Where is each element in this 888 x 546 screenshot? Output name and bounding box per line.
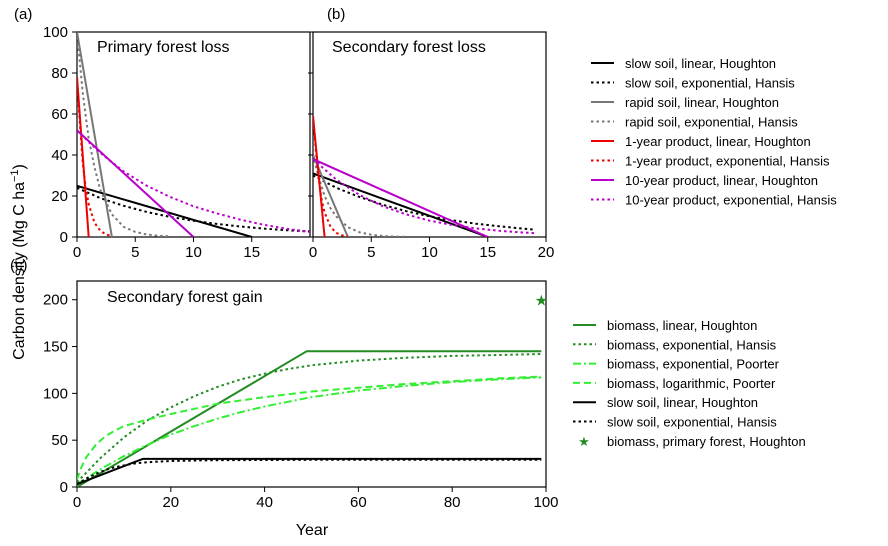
x-tick-label-b: 20 (538, 244, 555, 261)
legend-label: rapid soil, exponential, Hansis (625, 115, 798, 130)
panel-b-title: Secondary forest loss (332, 39, 486, 56)
panel-b: (b) Secondary forest loss 0 5 10 15 20 (308, 6, 554, 261)
x-tick-label-a: 15 (243, 244, 260, 261)
y-axis-label-end: ) (11, 164, 28, 169)
x-tick-label-b: 10 (421, 244, 438, 261)
series-line-1-year-product-exponential-hansis (77, 77, 113, 237)
x-tick-label-c: 100 (533, 494, 558, 511)
x-tick-label-c: 20 (162, 494, 179, 511)
y-tick-label-c: 50 (51, 432, 68, 449)
x-tick-label-c: 0 (73, 494, 81, 511)
series-line-biomass-exponential-hansis (77, 353, 542, 483)
legend-top: slow soil, linear, Houghton slow soil, ex… (591, 56, 837, 208)
x-tick-label-a: 10 (185, 244, 202, 261)
panel-a-title: Primary forest loss (97, 39, 229, 56)
y-axis-label: Carbon density (Mg C ha−1) (9, 164, 28, 360)
plot-frame-c (76, 280, 547, 488)
panel-b-letter: (b) (327, 6, 345, 23)
series-line-rapid-soil-linear-houghton (77, 32, 113, 237)
y-axis-label-main: Carbon density (Mg C ha (11, 182, 28, 360)
legend-label: 1-year product, linear, Houghton (625, 134, 811, 149)
series-line-10-year-product-linear-houghton (313, 158, 489, 237)
panel-a-letter: (a) (14, 6, 32, 23)
legend-label: biomass, linear, Houghton (607, 318, 757, 333)
legend-bottom: biomass, linear, Houghton biomass, expone… (573, 318, 806, 449)
panel-c: (c) Secondary forest gain Year 0 20 40 60 80… (10, 257, 559, 539)
series-line-rapid-soil-exponential-hansis (77, 32, 171, 237)
y-tick-label-a: 100 (43, 24, 68, 41)
series-line-10-year-product-exponential-hansis (77, 129, 310, 233)
series-line-slow-soil-exponential-hansis (77, 458, 542, 486)
series-line-biomass-linear-houghton (77, 350, 542, 487)
x-tick-label-a: 5 (131, 244, 139, 261)
y-tick-label-a: 0 (60, 229, 68, 246)
legend-label: rapid soil, linear, Houghton (625, 95, 779, 110)
series-group-c (77, 350, 542, 487)
legend-label: biomass, exponential, Hansis (607, 337, 777, 352)
panel-a: (a) Primary forest loss 0 5 10 15 0 20 40 60 80 1… (14, 6, 311, 261)
panel-c-letter: (c) (10, 257, 28, 274)
panel-c-title: Secondary forest gain (107, 289, 263, 306)
y-tick-label-c: 200 (43, 292, 68, 309)
y-tick-label-a: 40 (51, 147, 68, 164)
y-tick-label-c: 100 (43, 385, 68, 402)
series-group-a (77, 32, 310, 237)
x-tick-label-b: 0 (309, 244, 317, 261)
y-tick-label-c: 0 (60, 479, 68, 496)
legend-label: 1-year product, exponential, Hansis (625, 154, 830, 169)
series-line-biomass-exponential-poorter (77, 376, 542, 486)
series-line-slow-soil-exponential-hansis (77, 186, 310, 233)
legend-label: slow soil, exponential, Hansis (625, 76, 795, 91)
series-line-rapid-soil-exponential-hansis (313, 154, 407, 237)
plot-frame-b (312, 31, 547, 238)
series-line-biomass-logarithmic-poorter (77, 375, 542, 480)
x-tick-label-b: 15 (479, 244, 496, 261)
series-group-b (313, 116, 535, 237)
legend-label: slow soil, exponential, Hansis (607, 415, 777, 430)
legend-label: slow soil, linear, Houghton (607, 395, 758, 410)
x-tick-label-c: 80 (444, 494, 461, 511)
legend-label: biomass, exponential, Poorter (607, 357, 780, 372)
legend-marker-biomass-primary-forest-houghton: ★ (578, 434, 590, 449)
legend-label: 10-year product, exponential, Hansis (625, 193, 837, 208)
legend-label: biomass, primary forest, Houghton (607, 434, 806, 449)
x-tick-label-b: 5 (367, 244, 375, 261)
x-tick-label-c: 40 (256, 494, 273, 511)
plot-frame-a (76, 31, 311, 238)
legend-label: biomass, logarithmic, Poorter (607, 376, 776, 391)
y-tick-label-a: 80 (51, 65, 68, 82)
marker-biomass-primary-forest-houghton: ★ (535, 293, 548, 310)
series-line-slow-soil-linear-houghton (313, 172, 489, 237)
series-line-10-year-product-exponential-hansis (313, 158, 535, 235)
legend-label: 10-year product, linear, Houghton (625, 173, 818, 188)
y-axis-label-sup: −1 (9, 169, 21, 182)
legend-label: slow soil, linear, Houghton (625, 56, 776, 71)
x-tick-label-c: 60 (350, 494, 367, 511)
series-line-slow-soil-exponential-hansis (313, 174, 535, 231)
x-tick-label-a: 0 (73, 244, 81, 261)
series-line-1-year-product-linear-houghton (77, 77, 90, 237)
x-axis-label: Year (296, 522, 329, 539)
y-tick-label-a: 60 (51, 106, 68, 123)
y-tick-label-a: 20 (51, 188, 68, 205)
series-line-10-year-product-linear-houghton (77, 129, 195, 237)
y-tick-label-c: 150 (43, 339, 68, 356)
